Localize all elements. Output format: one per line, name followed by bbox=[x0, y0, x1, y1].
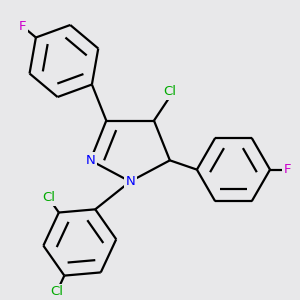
Text: N: N bbox=[85, 154, 95, 167]
Text: N: N bbox=[125, 175, 135, 188]
Text: F: F bbox=[284, 163, 291, 176]
Text: Cl: Cl bbox=[164, 85, 176, 98]
Text: F: F bbox=[19, 20, 26, 33]
Text: Cl: Cl bbox=[50, 285, 63, 298]
Text: Cl: Cl bbox=[42, 191, 55, 204]
